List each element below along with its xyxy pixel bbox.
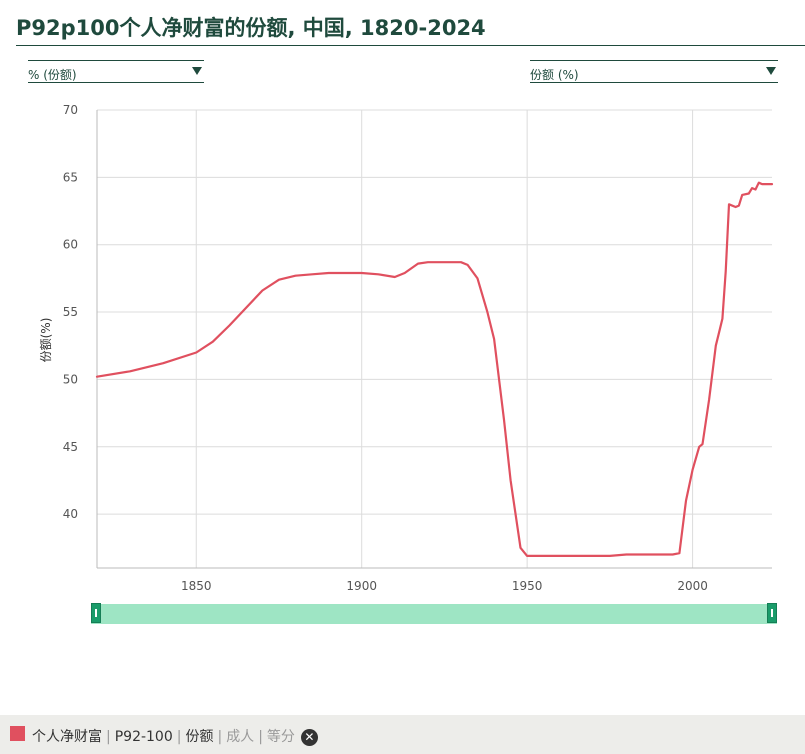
range-end-handle[interactable]	[767, 603, 777, 623]
y-tick-label: 70	[63, 103, 78, 117]
legend-indicator: 个人净财富	[32, 729, 102, 745]
series-line	[95, 181, 774, 557]
legend-swatch	[10, 726, 25, 741]
unit-select[interactable]: % (份额)	[28, 60, 204, 83]
measure-select-value: 份额 (%)	[530, 68, 579, 82]
chart-title: P92p100个人净财富的份额, 中国, 1820-2024	[16, 16, 486, 40]
close-icon[interactable]: ✕	[300, 728, 318, 746]
chevron-down-icon	[192, 67, 202, 75]
legend-population: 成人	[226, 729, 255, 745]
x-tick-label: 1850	[181, 579, 212, 593]
x-tick-label: 1900	[346, 579, 377, 593]
y-tick-label: 45	[63, 440, 78, 454]
x-tick-label: 2000	[677, 579, 708, 593]
measure-select[interactable]: 份额 (%)	[530, 60, 778, 83]
legend-percentile: P92-100	[114, 729, 173, 745]
chevron-down-icon	[766, 67, 776, 75]
line-chart: 40 45 50 55 60 65 70 1850 1900 1950 2000 份额(%)	[39, 103, 774, 593]
range-selector[interactable]	[91, 603, 777, 624]
legend-split: 等分	[266, 729, 295, 745]
legend-labels: 个人净财富 | P92-100 | 份额 | 成人 | 等分 ✕	[32, 726, 318, 746]
y-tick-label: 65	[63, 170, 78, 184]
range-start-handle[interactable]	[91, 603, 101, 623]
x-tick-label: 1950	[512, 579, 543, 593]
y-axis-label: 份额(%)	[39, 318, 53, 363]
y-tick-label: 55	[63, 305, 78, 319]
legend-bar: 个人净财富 | P92-100 | 份额 | 成人 | 等分 ✕	[0, 715, 805, 754]
y-tick-label: 50	[63, 372, 78, 386]
legend-measure: 份额	[185, 729, 214, 745]
title-divider	[16, 45, 805, 46]
unit-select-value: % (份额)	[28, 68, 77, 82]
y-tick-label: 40	[63, 507, 78, 521]
y-tick-label: 60	[63, 238, 78, 252]
